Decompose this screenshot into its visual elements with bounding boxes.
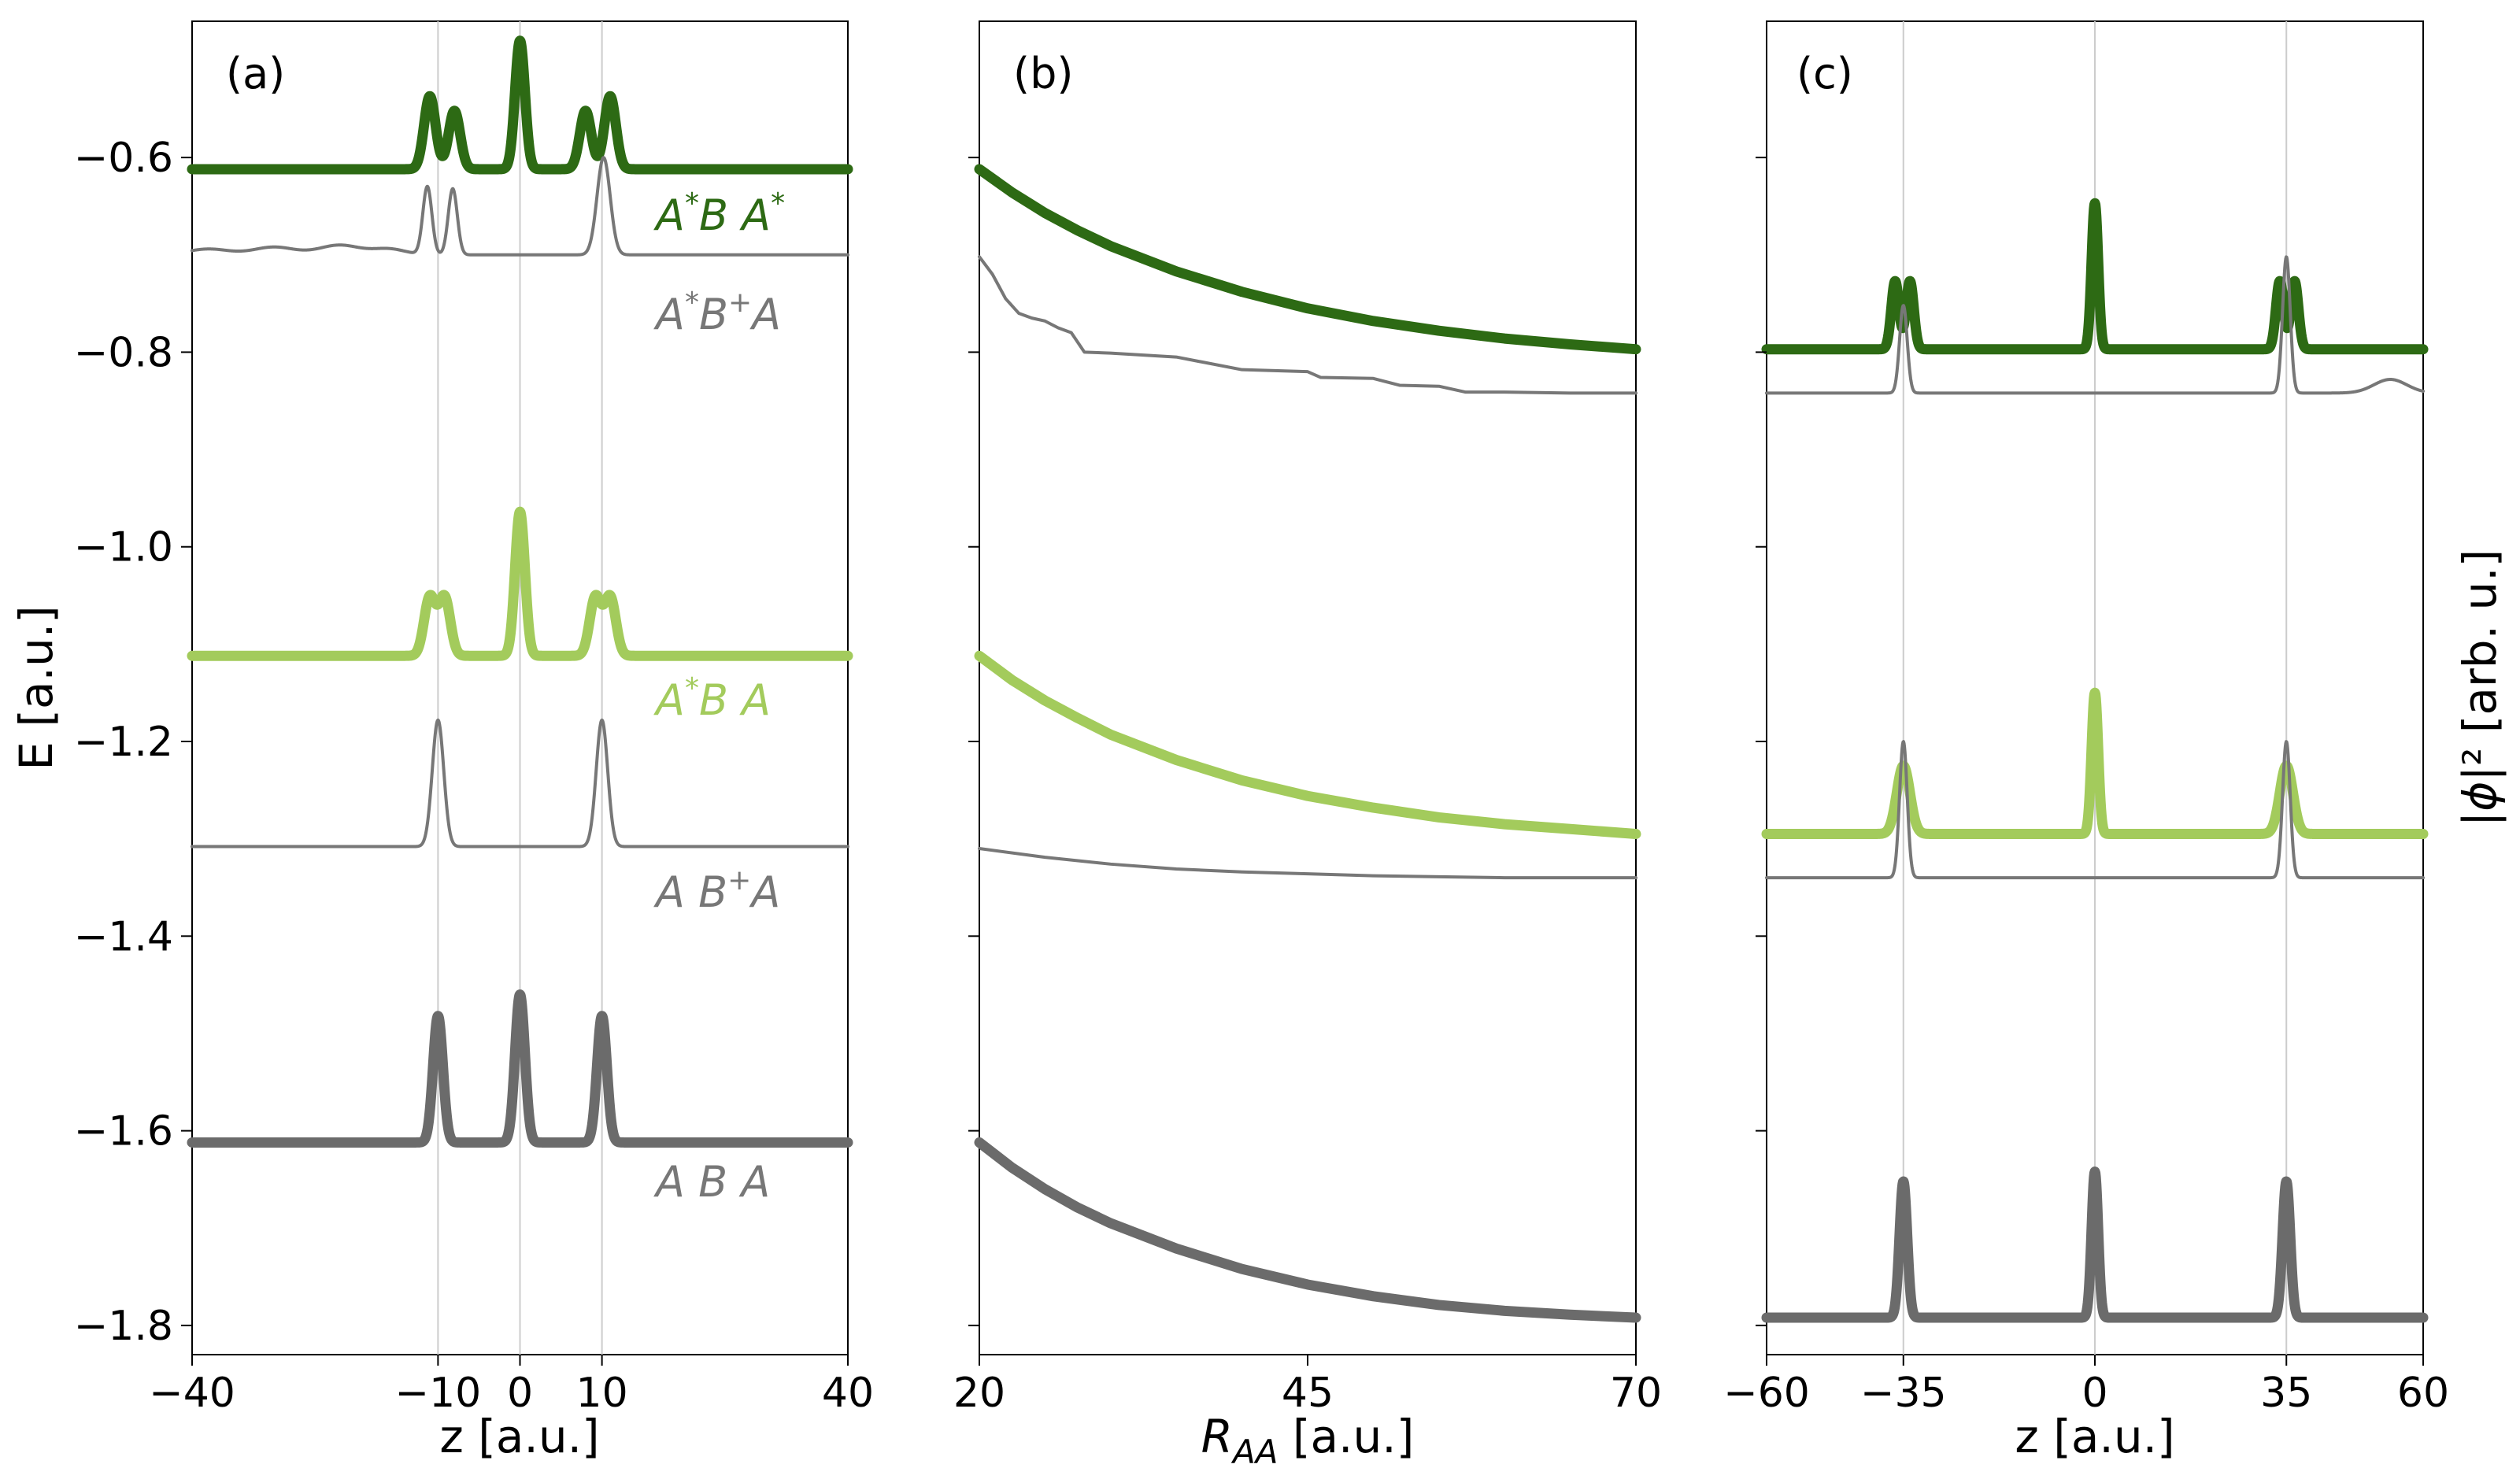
panel-a-ytick-label-1: −1.6 [74, 1108, 173, 1155]
panel-a-y-axis-title: E [a.u.] [9, 605, 63, 771]
panel-a-xtick-label-3: 10 [576, 1370, 628, 1417]
panel-a-ytick-label-6: −0.6 [74, 135, 173, 182]
panel-c-series-a-bplusa [1765, 740, 2425, 880]
panel-b-xtick-label-1: 45 [1282, 1370, 1334, 1417]
panel-a-ytick-label-3: −1.2 [74, 719, 173, 766]
panel-c-series-astarb-a [1761, 687, 2429, 839]
panel-b-series-astarb-a [974, 650, 1641, 839]
curve-label-a-bplus-a: A B+A [653, 864, 780, 917]
panel-a-label: (a) [226, 49, 285, 98]
curve-label-astar-b-astar: A*B A* [653, 187, 785, 240]
panel-b-series-astarb-astar [974, 164, 1641, 355]
panel-a-xtick-label-4: 40 [822, 1370, 874, 1417]
panel-c-series-astarbplusa [1765, 255, 2425, 395]
panel-c-series-astarb-astar [1761, 198, 2429, 355]
panel-a-xtick-label-0: −40 [149, 1370, 235, 1417]
panel-c-xtick-label-1: −35 [1860, 1370, 1947, 1417]
panel-c-xtick-label-0: −60 [1723, 1370, 1810, 1417]
panel-a-series-a-bplusa [191, 718, 849, 849]
panel-c-label: (c) [1797, 49, 1853, 98]
curve-label-astar-b-a: A*B A [653, 672, 771, 725]
panel-a-series-a-b-a [187, 989, 853, 1148]
panel-c-xtick-label-3: 35 [2260, 1370, 2312, 1417]
panel-c-right-axis-title: |ϕ|² [arb. u.] [2453, 549, 2507, 827]
panel-a-ytick-label-0: −1.8 [74, 1303, 173, 1350]
panel-b-frame [979, 20, 1637, 1355]
panel-b-series-a-b-a [974, 1137, 1641, 1323]
panel-a-ytick-label-4: −1.0 [74, 524, 173, 571]
panel-b-xtick-label-2: 70 [1610, 1370, 1662, 1417]
panel-a-series-astarb-astar [187, 35, 853, 175]
curve-label-astar-bplus-a: A*B+A [653, 287, 781, 339]
panel-b-series-astarbplusa [978, 255, 1637, 395]
panel-b-xtick-label-0: 20 [953, 1370, 1005, 1417]
curve-label-a-b-a: A B A [653, 1157, 770, 1207]
panel-c-x-axis-title: z [a.u.] [2015, 1410, 2174, 1463]
panel-a: −40 −10 0 10 40−1.8−1.6−1.4−1.2−1.0−0.8−0.6 … [9, 20, 874, 1463]
panel-b: 20 45 70 (b) RAA [a.u.] [953, 20, 1662, 1471]
panel-a-x-axis-title: z [a.u.] [439, 1410, 599, 1463]
panel-c-series-a-b-a [1761, 1167, 2429, 1323]
panel-c-xtick-label-4: 60 [2397, 1370, 2449, 1417]
panel-b-x-axis-title: RAA [a.u.] [1201, 1410, 1415, 1471]
panel-c: −60 −35 0 35 60 (c) z [a.u.] |ϕ|² [arb. u.] [1723, 20, 2507, 1463]
panel-a-xtick-label-2: 0 [507, 1370, 533, 1417]
panel-b-series-a-bplusa [978, 847, 1637, 880]
panel-a-ytick-label-5: −0.8 [74, 329, 173, 376]
panel-a-ytick-label-2: −1.4 [74, 913, 173, 960]
panel-b-label: (b) [1013, 49, 1073, 98]
panel-a-series-astarbplusa [191, 156, 849, 257]
panel-c-xtick-label-2: 0 [2081, 1370, 2107, 1417]
panel-a-series-astarb-a [187, 506, 853, 661]
panel-a-xtick-label-1: −10 [395, 1370, 482, 1417]
